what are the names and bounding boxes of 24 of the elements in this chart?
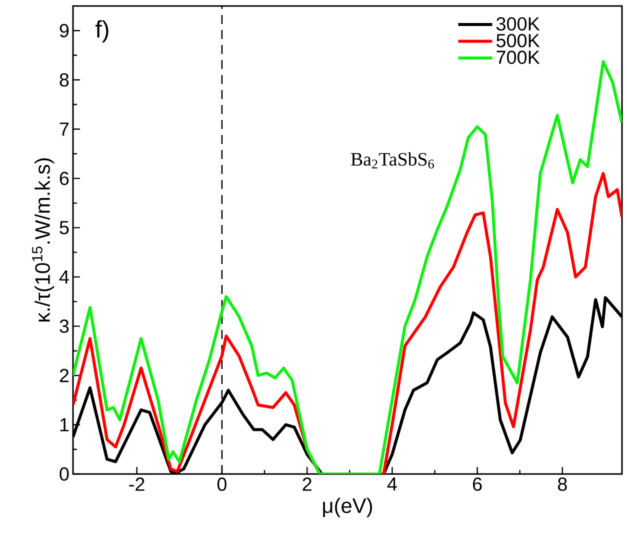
y-tick-label: 3 [60,320,69,333]
legend-label: 500K [496,34,540,48]
x-tick-label: -2 [129,478,144,491]
line-series [73,172,622,474]
y-tick-label: 7 [60,122,69,136]
y-tick-label: 9 [60,24,69,38]
y-tick-label: 1 [60,418,69,432]
y-tick-label: 0 [60,467,69,481]
y-tick-label: 8 [60,73,69,87]
y-tick-label: 6 [60,172,69,186]
y-tick-label: 4 [59,270,69,284]
legend-label: 300K [496,17,540,31]
y-tick-label: 5 [60,221,69,234]
x-axis-title: μ(eV) [323,498,372,518]
y-tick-label: 2 [60,368,69,382]
x-tick-label: 4 [387,478,397,491]
legend-label: 700K [496,50,540,64]
annotation: f) [96,20,108,43]
x-tick-label: 2 [302,478,312,491]
x-tick-label: 0 [217,478,226,491]
x-tick-label: 8 [558,478,567,491]
annotation: Ba$_{2}$TaSbS$_{6}$ [350,152,434,168]
x-tick-label: 6 [472,478,482,491]
y-axis-title: κ./τ(10$^{15}$.W/m.k.s) [32,158,54,322]
